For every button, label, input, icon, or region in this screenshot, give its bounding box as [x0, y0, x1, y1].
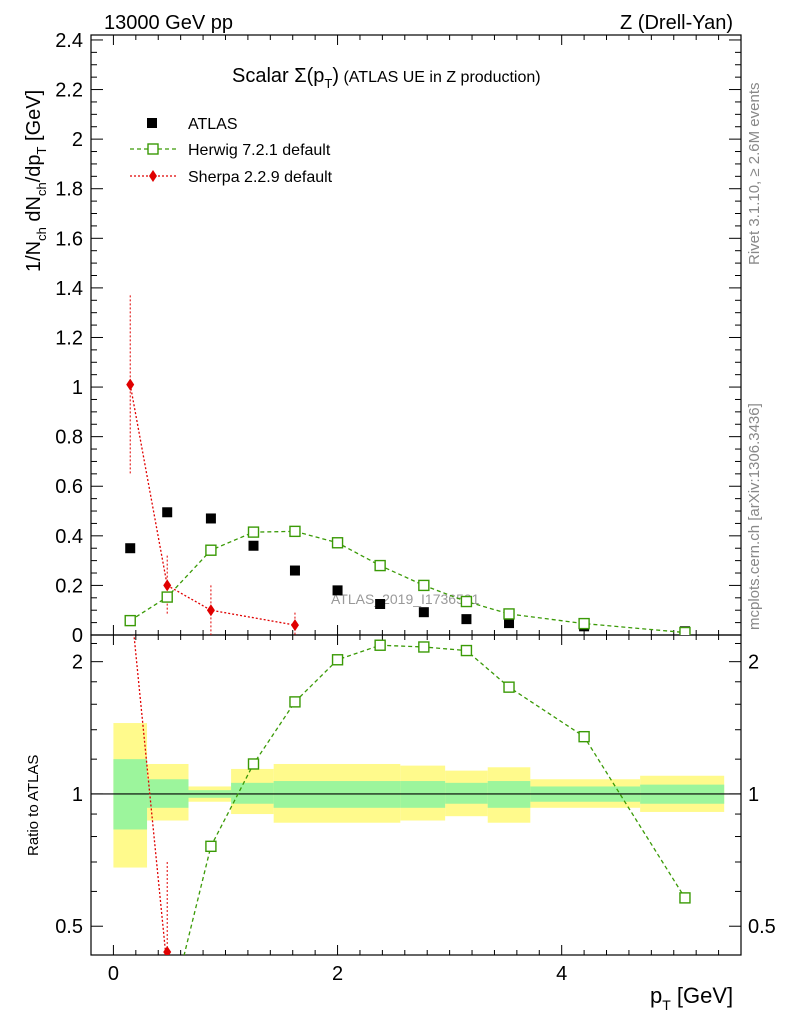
watermark: ATLAS_2019_I1736531 — [331, 591, 480, 607]
ratio-herwig-point — [374, 639, 386, 651]
ratio-tick-label-right: 0.5 — [748, 916, 776, 938]
legend-marker-sherpa — [149, 170, 157, 182]
x-tick-label: 4 — [556, 963, 567, 985]
ratio-herwig-point — [503, 681, 515, 693]
ratio-band-inner — [445, 782, 488, 804]
herwig-point — [124, 614, 136, 627]
herwig-point — [289, 525, 301, 538]
legend-label-atlas: ATLAS — [188, 116, 238, 133]
title-tail: (ATLAS UE in Z production) — [339, 69, 541, 86]
y-tick-label: 0 — [72, 625, 83, 647]
ratio-herwig-point — [205, 840, 217, 853]
y-tick-label: 1.4 — [55, 278, 83, 300]
main-series — [124, 295, 691, 635]
header-right: Z (Drell-Yan) — [620, 12, 733, 34]
atlas-point — [461, 614, 472, 625]
herwig-point — [247, 526, 260, 538]
legend-label-sherpa: Sherpa 2.2.9 default — [188, 169, 333, 186]
ratio-herwig-point — [289, 696, 301, 708]
atlas-point — [205, 513, 216, 524]
title-main: Scalar — [232, 65, 294, 87]
chart-title: Scalar Σ(pT) (ATLAS UE in Z production) — [232, 65, 541, 91]
atlas-point — [332, 585, 343, 596]
ratio-bands — [91, 723, 741, 868]
ratio-tick-label-left: 2 — [72, 652, 83, 674]
header-left: 13000 GeV pp — [104, 12, 233, 34]
herwig-point — [679, 626, 691, 635]
y-tick-label: 2.2 — [55, 80, 83, 102]
legend: ATLAS Herwig 7.2.1 default Sherpa 2.2.9 … — [130, 116, 333, 186]
ratio-herwig-point — [578, 730, 590, 743]
y-tick-label: 2.4 — [55, 30, 83, 52]
x-tick-label: 2 — [332, 963, 343, 985]
ratio-tick-label-left: 1 — [72, 784, 83, 806]
atlas-point — [125, 543, 136, 554]
herwig-point — [374, 559, 386, 572]
x-tick-label: 0 — [108, 963, 119, 985]
ratio-herwig-line — [183, 644, 686, 955]
herwig-point — [161, 591, 173, 603]
y-tick-label: 1.6 — [55, 228, 83, 250]
mcplots-label: mcplots.cern.ch [arXiv:1306.3436] — [746, 403, 763, 630]
ratio-herwig-point — [247, 758, 260, 770]
title-sub: T — [324, 76, 332, 91]
ratio-sherpa-point — [163, 946, 172, 955]
herwig-point — [331, 537, 344, 549]
y-tick-label: 1.8 — [55, 179, 83, 201]
rivet-version-label: Rivet 3.1.10, ≥ 2.6M events — [746, 83, 763, 266]
ratio-herwig-point — [460, 644, 473, 657]
ratio-herwig-point — [418, 641, 430, 653]
sherpa-point — [206, 604, 215, 617]
y-tick-label: 2 — [72, 129, 83, 151]
atlas-point — [375, 599, 386, 610]
sherpa-point — [163, 579, 172, 592]
title-sigma: Σ(p — [294, 65, 324, 87]
y-tick-label: 0.8 — [55, 427, 83, 449]
y-tick-label: 1 — [72, 377, 83, 399]
atlas-point — [289, 565, 300, 576]
x-axis-label: pT [GeV] — [650, 983, 733, 1013]
ratio-tick-label-right: 1 — [748, 784, 759, 806]
herwig-point — [460, 595, 473, 608]
sherpa-line — [129, 384, 296, 626]
atlas-point — [418, 607, 429, 618]
ratio-band-inner — [231, 782, 274, 804]
y-axis-label: 1/Nch dNch/dpT [GeV] — [23, 90, 49, 272]
ratio-tick-label-right: 2 — [748, 652, 759, 674]
sherpa-point — [290, 619, 299, 632]
plot-layer: 0 2 4 0 0.2 0.4 0.6 0.8 1 1.2 1.4 1.6 1.8 2 2.2 2.4 0.5 0… — [55, 30, 776, 1024]
herwig-point — [503, 608, 515, 620]
ratio-herwig-point — [331, 654, 344, 666]
ratio-herwig-point — [162, 1019, 172, 1024]
ratio-series — [133, 635, 691, 1024]
y-tick-label: 1.2 — [55, 327, 83, 349]
atlas-point — [162, 507, 173, 518]
ratio-frame — [90, 634, 742, 956]
y-tick-label: 0.6 — [55, 476, 83, 498]
atlas-point — [504, 618, 515, 629]
legend-label-herwig: Herwig 7.2.1 default — [188, 142, 331, 159]
title-close: ) — [332, 65, 339, 87]
ratio-y-axis-label: Ratio to ATLAS — [25, 755, 42, 856]
herwig-point — [578, 617, 590, 630]
ratio-herwig-point — [679, 892, 691, 904]
atlas-point — [248, 540, 259, 551]
herwig-point — [205, 544, 217, 556]
ratio-tick-label-left: 0.5 — [55, 916, 83, 938]
sherpa-point — [126, 378, 135, 391]
herwig-point — [418, 579, 430, 592]
y-tick-label: 0.4 — [55, 526, 83, 548]
y-tick-label: 0.2 — [55, 575, 83, 597]
legend-marker-herwig — [147, 143, 159, 155]
legend-marker-atlas — [147, 118, 157, 128]
